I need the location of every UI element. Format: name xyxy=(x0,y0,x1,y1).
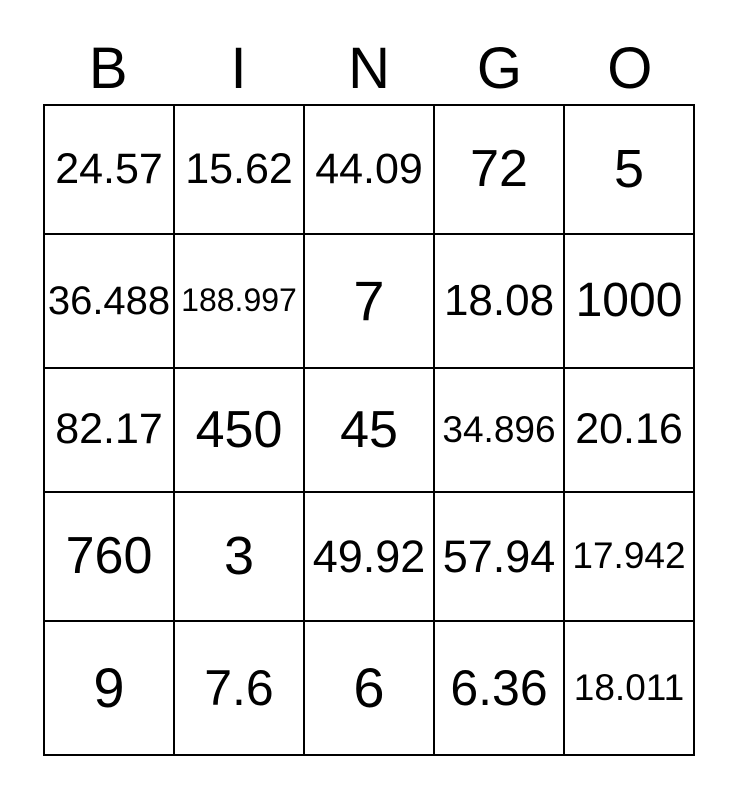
bingo-cell-r5c4[interactable]: 6.36 xyxy=(433,620,565,756)
header-letter-o: O xyxy=(607,36,653,101)
bingo-cell-r4c3[interactable]: 49.92 xyxy=(303,491,435,623)
bingo-cell-r2c3[interactable]: 7 xyxy=(303,233,435,369)
grid-row-1: 24.57 15.62 44.09 72 5 xyxy=(43,103,695,236)
header-letter-n: N xyxy=(348,36,390,101)
bingo-cell-r5c1[interactable]: 9 xyxy=(43,620,175,756)
bingo-cell-r5c2[interactable]: 7.6 xyxy=(173,620,305,756)
bingo-grid: 24.57 15.62 44.09 72 5 36.488 188.997 7 … xyxy=(43,103,695,756)
bingo-cell-r4c2[interactable]: 3 xyxy=(173,491,305,623)
bingo-cell-r3c3[interactable]: 45 xyxy=(303,366,435,494)
grid-row-2: 36.488 188.997 7 18.08 1000 xyxy=(43,233,695,369)
bingo-cell-r1c4[interactable]: 72 xyxy=(433,103,565,236)
bingo-header: B I N G O xyxy=(43,34,695,104)
bingo-cell-r1c3[interactable]: 44.09 xyxy=(303,103,435,236)
header-letter-b: B xyxy=(88,36,128,101)
bingo-cell-r3c5[interactable]: 20.16 xyxy=(563,366,695,494)
bingo-cell-r5c3[interactable]: 6 xyxy=(303,620,435,756)
bingo-cell-r2c4[interactable]: 18.08 xyxy=(433,233,565,369)
grid-row-3: 82.17 450 45 34.896 20.16 xyxy=(43,366,695,494)
bingo-cell-r4c4[interactable]: 57.94 xyxy=(433,491,565,623)
bingo-cell-r3c4[interactable]: 34.896 xyxy=(433,366,565,494)
bingo-cell-r1c2[interactable]: 15.62 xyxy=(173,103,305,236)
bingo-cell-r2c1[interactable]: 36.488 xyxy=(43,233,175,369)
bingo-cell-r2c2[interactable]: 188.997 xyxy=(173,233,305,369)
bingo-cell-r3c2[interactable]: 450 xyxy=(173,366,305,494)
bingo-cell-r4c5[interactable]: 17.942 xyxy=(563,491,695,623)
header-letter-g: G xyxy=(476,36,522,101)
bingo-cell-r3c1[interactable]: 82.17 xyxy=(43,366,175,494)
bingo-cell-r1c1[interactable]: 24.57 xyxy=(43,103,175,236)
bingo-cell-r2c5[interactable]: 1000 xyxy=(563,233,695,369)
bingo-cell-r4c1[interactable]: 760 xyxy=(43,491,175,623)
bingo-cell-r1c5[interactable]: 5 xyxy=(563,103,695,236)
grid-row-5: 9 7.6 6 6.36 18.011 xyxy=(43,620,695,756)
header-letter-i: I xyxy=(230,36,247,101)
bingo-cell-r5c5[interactable]: 18.011 xyxy=(563,620,695,756)
grid-row-4: 760 3 49.92 57.94 17.942 xyxy=(43,491,695,623)
